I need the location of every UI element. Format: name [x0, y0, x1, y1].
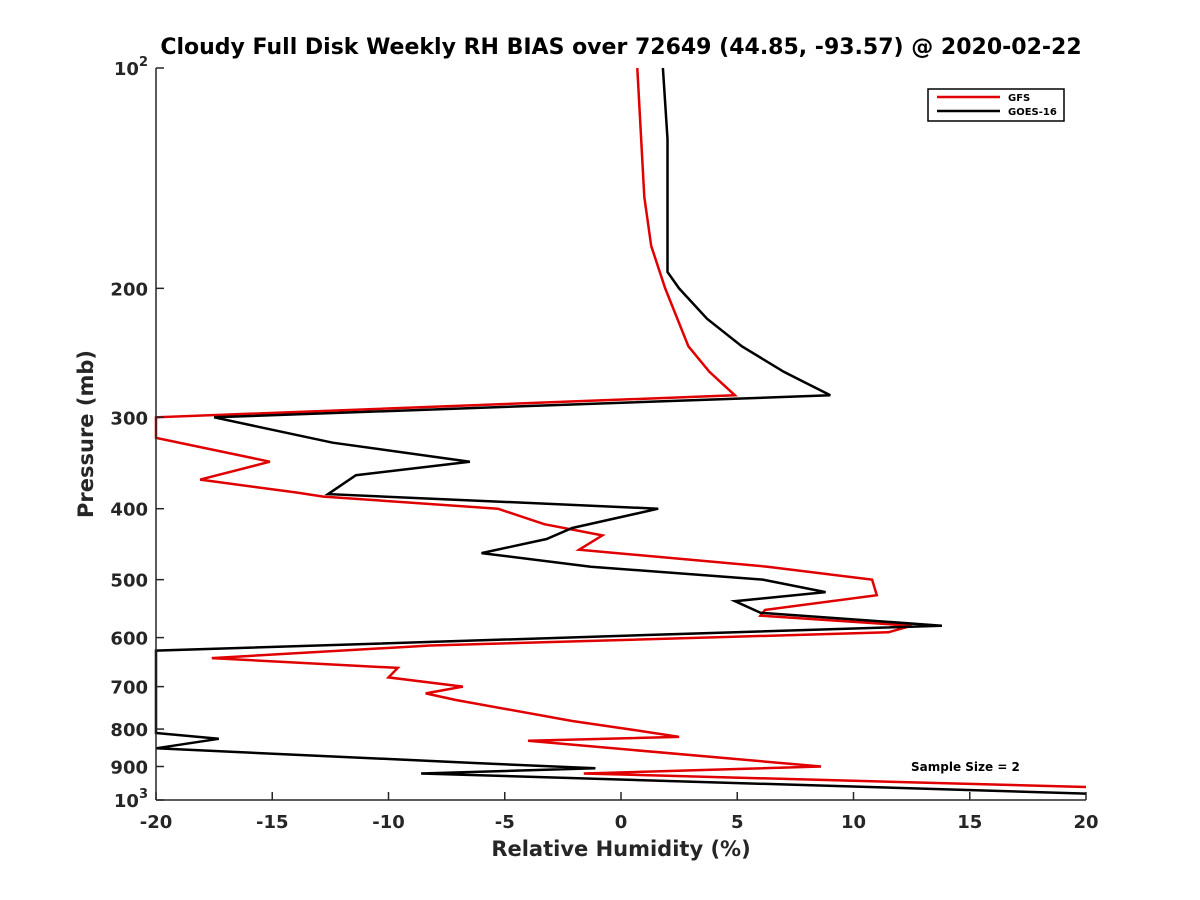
x-tick-label: 10	[841, 812, 866, 833]
y-axis-label: Pressure (mb)	[74, 350, 98, 518]
x-tick-label: 20	[1073, 812, 1098, 833]
sample-size-annotation: Sample Size = 2	[911, 760, 1020, 774]
y-tick-label: 700	[110, 678, 148, 699]
y-tick-label: 102	[114, 55, 148, 80]
x-tick-label: 15	[957, 812, 982, 833]
x-tick-label: -20	[140, 812, 173, 833]
series-line-goes16	[154, 67, 1087, 795]
x-tick-label: -5	[495, 812, 515, 833]
series-layer	[154, 67, 1087, 795]
legend: GFS GOES-16	[927, 88, 1065, 122]
legend-label-gfs: GFS	[1008, 93, 1030, 104]
legend-label-goes16: GOES-16	[1008, 107, 1057, 118]
x-tick-label: -15	[256, 812, 289, 833]
y-tick-label: 600	[110, 629, 148, 650]
y-tick-label: 900	[110, 758, 148, 779]
x-ticks: -20 -15 -10 -5 0 5 10 15 20	[140, 792, 1099, 833]
y-tick-label: 500	[110, 571, 148, 592]
y-tick-label: 400	[110, 500, 148, 521]
y-tick-label: 200	[110, 279, 148, 300]
legend-box	[927, 88, 1065, 122]
y-ticks: 102 200 300 400 500 600 700 800 900 103	[110, 55, 164, 812]
plot-area	[156, 68, 1086, 800]
x-axis-label: Relative Humidity (%)	[491, 837, 750, 861]
x-tick-label: 0	[615, 812, 628, 833]
x-tick-label: -10	[372, 812, 405, 833]
chart-title: Cloudy Full Disk Weekly RH BIAS over 726…	[160, 35, 1081, 60]
x-tick-label: 5	[731, 812, 744, 833]
y-tick-label: 300	[110, 408, 148, 429]
y-tick-label: 800	[110, 720, 148, 741]
y-tick-label: 103	[114, 787, 148, 812]
series-line-gfs	[154, 67, 1087, 789]
